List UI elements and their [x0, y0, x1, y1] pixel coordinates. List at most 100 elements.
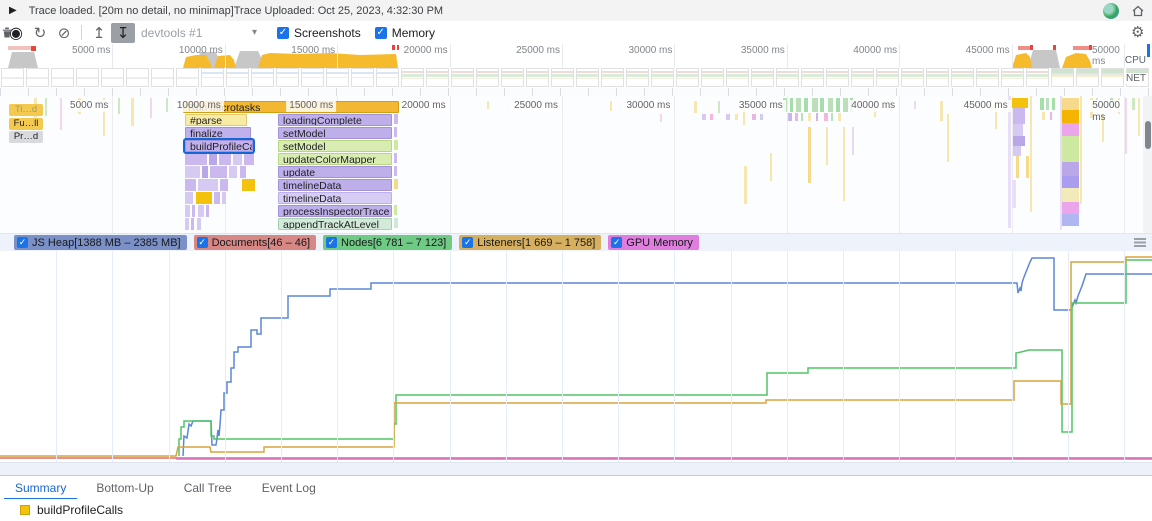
flame-scrollbar-thumb[interactable] [1145, 121, 1151, 149]
flame-event-fragment[interactable] [838, 113, 841, 121]
flame-event-fragment[interactable] [45, 98, 47, 116]
screenshot-filmstrip[interactable] [0, 68, 1152, 88]
screenshot-thumbnail[interactable] [1051, 68, 1074, 87]
flame-event-fragment[interactable] [804, 98, 808, 112]
screenshot-thumbnail[interactable] [826, 68, 849, 87]
flame-event-processinspectortrace[interactable]: processInspectorTrace [278, 205, 392, 217]
flame-event-fragment[interactable] [816, 113, 818, 121]
collect-garbage-icon[interactable] [2, 23, 475, 43]
counter-checkbox[interactable]: ✓ [462, 237, 474, 248]
flame-event-setmodel[interactable]: setModel [278, 127, 392, 139]
flame-event-updatecolormapper[interactable]: updateColorMapper [278, 153, 392, 165]
flame-event-fragment[interactable] [843, 98, 848, 112]
screenshot-thumbnail[interactable] [801, 68, 824, 87]
memory-counter-toggle[interactable]: ✓ Listeners[1 669 – 1 758] [459, 235, 602, 250]
flame-event-fragment[interactable] [1062, 214, 1079, 226]
screenshot-thumbnail[interactable] [101, 68, 124, 87]
screenshot-thumbnail[interactable] [551, 68, 574, 87]
screenshot-thumbnail[interactable] [1101, 68, 1124, 87]
track-chip-timings[interactable]: Ti…d [9, 104, 43, 116]
screenshot-thumbnail[interactable] [276, 68, 299, 87]
screenshot-thumbnail[interactable] [626, 68, 649, 87]
flame-event-fragment[interactable] [131, 98, 134, 126]
counter-checkbox[interactable]: ✓ [611, 237, 623, 248]
flame-event-fragment[interactable] [1042, 112, 1045, 120]
flame-event-fragment[interactable] [487, 101, 489, 109]
flame-event-fragment[interactable] [394, 127, 397, 137]
flame-event-fragment[interactable] [1062, 176, 1079, 188]
flame-event-fragment[interactable] [1138, 98, 1140, 136]
flame-event-fragment[interactable] [394, 140, 398, 150]
flame-event-fragment[interactable] [1102, 114, 1104, 142]
memory-counter-toggle[interactable]: ✓ Nodes[6 781 – 7 123] [323, 235, 453, 250]
tab-call-tree[interactable]: Call Tree [183, 481, 232, 495]
screenshot-thumbnail[interactable] [351, 68, 374, 87]
flame-chart[interactable] [0, 96, 1152, 233]
flame-event-fragment[interactable] [1080, 96, 1082, 204]
flame-event-fragment[interactable] [1046, 98, 1049, 110]
flame-event-update[interactable]: update [278, 166, 392, 178]
record-button[interactable]: ◉ [9, 24, 23, 42]
flame-event-fragment[interactable] [1062, 110, 1079, 123]
screenshot-thumbnail[interactable] [1001, 68, 1024, 87]
flame-event-fragment[interactable] [166, 98, 168, 112]
flame-event-fragment[interactable] [1016, 156, 1019, 178]
flame-event-fragment[interactable] [185, 218, 189, 230]
screenshot-thumbnail[interactable] [501, 68, 524, 87]
flame-event-fragment[interactable] [210, 166, 227, 178]
tab-summary[interactable]: Summary [0, 476, 81, 500]
track-chip-full[interactable]: Fu…ll [9, 118, 43, 130]
flame-event-fragment[interactable] [394, 114, 398, 124]
flame-event-appendtrackatlevel[interactable]: appendTrackAtLevel [278, 218, 392, 230]
flame-event-fragment[interactable] [694, 101, 697, 113]
screenshot-thumbnail[interactable] [401, 68, 424, 87]
tab-bottom-up[interactable]: Bottom-Up [96, 481, 154, 495]
screenshot-thumbnail[interactable] [526, 68, 549, 87]
counter-checkbox[interactable]: ✓ [17, 237, 28, 248]
flame-event-fragment[interactable] [220, 179, 228, 191]
screenshot-thumbnail[interactable] [601, 68, 624, 87]
flame-event-fragment[interactable] [1062, 98, 1079, 110]
flame-scrollbar[interactable] [1143, 96, 1152, 233]
screenshot-thumbnail[interactable] [176, 68, 199, 87]
flame-event-fragment[interactable] [394, 153, 397, 163]
flame-event-fragment[interactable] [826, 127, 828, 165]
flame-event-fragment[interactable] [947, 114, 949, 162]
flame-event-fragment[interactable] [770, 153, 772, 181]
flame-event-fragment[interactable] [219, 153, 231, 165]
flame-event-fragment[interactable] [191, 218, 194, 230]
flame-event-fragment[interactable] [744, 166, 747, 204]
screenshot-thumbnail[interactable] [651, 68, 674, 87]
flame-event-fragment[interactable] [150, 98, 152, 118]
screenshot-thumbnail[interactable] [476, 68, 499, 87]
flame-event-fragment[interactable] [828, 98, 833, 112]
screenshot-thumbnail[interactable] [976, 68, 999, 87]
flame-event-fragment[interactable] [206, 205, 209, 217]
screenshot-thumbnail[interactable] [126, 68, 149, 87]
flame-event-setmodel[interactable]: setModel [278, 140, 392, 152]
flame-event-fragment[interactable] [1062, 149, 1079, 162]
flame-event-loadingcomplete[interactable]: loadingComplete [278, 114, 392, 126]
flame-event-fragment[interactable] [1060, 96, 1062, 230]
flame-event-fragment[interactable] [1062, 162, 1079, 176]
flame-event-fragment[interactable] [1062, 188, 1079, 202]
flame-event-fragment[interactable] [60, 98, 62, 130]
memory-counter-toggle[interactable]: ✓ JS Heap[1388 MB – 2385 MB] [14, 235, 187, 250]
flame-event-fragment[interactable] [394, 205, 397, 215]
screenshot-thumbnail[interactable] [151, 68, 174, 87]
flame-event-fragment[interactable] [852, 127, 854, 155]
flame-event-fragment[interactable] [914, 101, 916, 109]
flame-event-parse[interactable]: #parse [185, 114, 247, 126]
record-and-reload-button[interactable]: ↻ [33, 24, 47, 42]
load-profile-button[interactable]: ↥ [92, 24, 106, 42]
flame-event-fragment[interactable] [197, 218, 201, 230]
screenshot-thumbnail[interactable] [1026, 68, 1049, 87]
flame-event-fragment[interactable] [796, 98, 801, 112]
counter-checkbox[interactable]: ✓ [326, 237, 338, 248]
screenshot-thumbnail[interactable] [1, 68, 24, 87]
flame-event-fragment[interactable] [1030, 96, 1032, 212]
flame-event-fragment[interactable] [610, 101, 612, 111]
flame-event-fragment[interactable] [808, 127, 811, 183]
flame-event-fragment[interactable] [198, 179, 218, 191]
tab-event-log[interactable]: Event Log [261, 481, 316, 495]
